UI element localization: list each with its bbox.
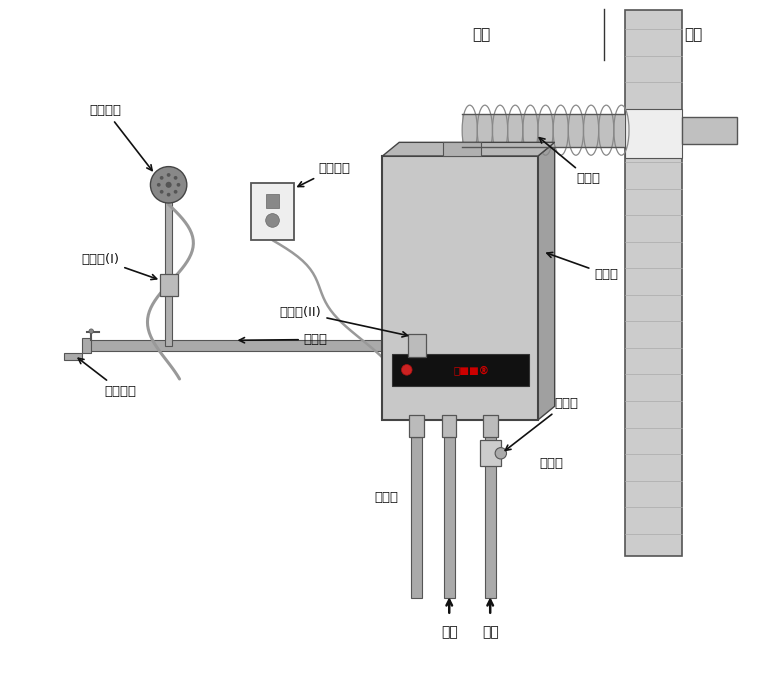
Bar [412, 346, 422, 437]
Circle shape [265, 213, 279, 227]
Bar [625, 10, 682, 557]
Polygon shape [382, 142, 555, 156]
Text: 冷水阀: 冷水阀 [505, 397, 578, 450]
Bar [444, 437, 454, 598]
Bar [483, 415, 498, 437]
Text: 热水阀(II): 热水阀(II) [280, 306, 408, 337]
Text: 排烟管: 排烟管 [539, 138, 601, 185]
Text: 桂■■®: 桂■■® [454, 365, 490, 375]
Text: 热水器: 热水器 [547, 252, 618, 281]
Bar [265, 194, 279, 207]
Bar [251, 182, 294, 240]
Text: 气源: 气源 [441, 625, 457, 639]
Text: 淋浴喷头: 淋浴喷头 [90, 104, 152, 170]
Text: 水源: 水源 [482, 625, 499, 639]
Text: 室内: 室内 [472, 27, 490, 42]
Circle shape [495, 448, 506, 459]
Circle shape [89, 329, 93, 333]
Circle shape [177, 183, 181, 186]
Circle shape [157, 183, 161, 186]
Bar [442, 415, 456, 437]
Circle shape [160, 176, 164, 180]
Bar [409, 415, 425, 437]
Bar [480, 440, 501, 466]
Bar [382, 156, 538, 420]
Bar [408, 334, 426, 357]
Polygon shape [538, 142, 555, 420]
Circle shape [167, 192, 171, 197]
Circle shape [174, 190, 177, 194]
Circle shape [160, 190, 164, 194]
Bar [392, 354, 529, 386]
Text: 热水龙头: 热水龙头 [78, 358, 137, 398]
Circle shape [151, 167, 187, 203]
Circle shape [167, 173, 171, 177]
Text: 热水管: 热水管 [239, 333, 327, 346]
Bar [160, 275, 177, 295]
Bar [462, 114, 625, 147]
Bar [682, 116, 737, 144]
Bar [443, 142, 481, 156]
Bar [165, 186, 172, 346]
Bar [412, 437, 422, 598]
Bar [485, 437, 496, 598]
Circle shape [402, 365, 412, 375]
Bar [83, 341, 417, 351]
Text: 室外: 室外 [685, 27, 702, 42]
Circle shape [165, 182, 171, 188]
Bar [82, 338, 91, 353]
Text: 燃气管: 燃气管 [374, 491, 399, 504]
Circle shape [174, 176, 177, 180]
Text: 电源插头: 电源插头 [298, 162, 350, 186]
Polygon shape [64, 353, 82, 360]
Bar [625, 109, 682, 158]
Text: 冷水管: 冷水管 [539, 458, 563, 470]
Text: 热水阀(I): 热水阀(I) [81, 252, 157, 279]
